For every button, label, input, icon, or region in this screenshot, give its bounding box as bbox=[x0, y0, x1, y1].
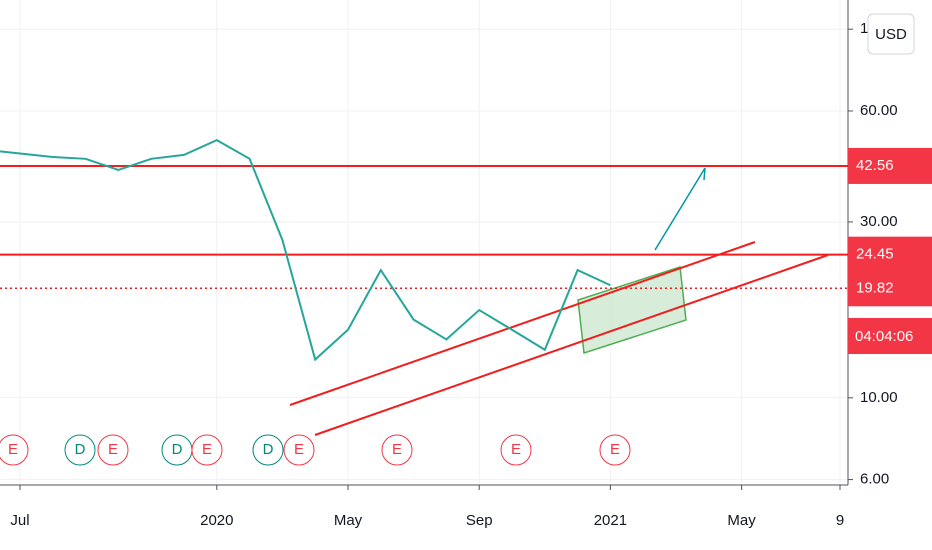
event-circle bbox=[252, 434, 284, 466]
events: E D E D E D E E E E bbox=[0, 434, 631, 466]
price-level-label: 24.45 bbox=[856, 246, 894, 263]
y-tick-label: 6.00 bbox=[860, 471, 889, 488]
price-level-box bbox=[848, 147, 932, 184]
price-level-box bbox=[848, 270, 932, 307]
event-label: E bbox=[108, 441, 118, 458]
x-tick-label: Jul bbox=[10, 512, 29, 529]
event-circle bbox=[283, 434, 315, 466]
x-tick-label: May bbox=[727, 512, 756, 529]
event-label: E bbox=[511, 441, 521, 458]
x-tick-label: May bbox=[334, 512, 363, 529]
y-tick-label: 10.00 bbox=[860, 389, 898, 406]
channel-upper bbox=[289, 241, 756, 406]
price-level-label: 19.82 bbox=[856, 279, 894, 296]
event-circle bbox=[64, 434, 96, 466]
y-tick-label: 60.00 bbox=[860, 102, 898, 119]
event-circle bbox=[0, 434, 29, 466]
event-label: E bbox=[294, 441, 304, 458]
event-circle bbox=[191, 434, 223, 466]
countdown: 04:04:06 bbox=[855, 328, 913, 345]
event-label: E bbox=[202, 441, 212, 458]
event-circle bbox=[381, 434, 413, 466]
event-label: E bbox=[8, 441, 18, 458]
event-label: D bbox=[75, 441, 86, 458]
event-label: D bbox=[172, 441, 183, 458]
x-tick-label: 9 bbox=[836, 512, 844, 529]
price-line bbox=[0, 139, 611, 362]
event-label: E bbox=[392, 441, 402, 458]
x-tick-label: 2021 bbox=[594, 512, 627, 529]
event-circle bbox=[599, 434, 631, 466]
projection-arrow bbox=[654, 167, 706, 251]
x-tick-label: 2020 bbox=[200, 512, 233, 529]
y-tick-label: 30.00 bbox=[860, 213, 898, 230]
event-label: D bbox=[263, 441, 274, 458]
channel-lower bbox=[314, 254, 829, 436]
target-box bbox=[577, 266, 687, 354]
currency-button[interactable] bbox=[867, 13, 915, 55]
event-circle bbox=[500, 434, 532, 466]
countdown-box bbox=[848, 318, 932, 354]
event-label: E bbox=[610, 441, 620, 458]
price-level-box bbox=[848, 236, 932, 273]
currency-label[interactable]: USD bbox=[875, 26, 907, 43]
price-level-label: 42.56 bbox=[856, 157, 894, 174]
event-circle bbox=[97, 434, 129, 466]
x-tick-label: Sep bbox=[466, 512, 493, 529]
arrow-head bbox=[703, 167, 706, 181]
